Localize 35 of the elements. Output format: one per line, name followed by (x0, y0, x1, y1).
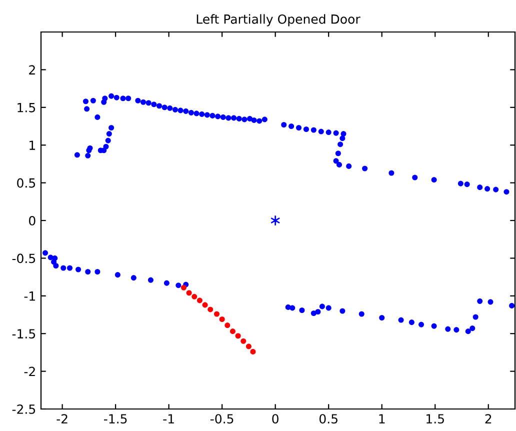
point (246, 344, 252, 350)
point (235, 333, 241, 339)
y-tick-label: -2.5 (12, 404, 36, 414)
point (208, 306, 214, 312)
chart-title: Left Partially Opened Door (196, 14, 360, 26)
x-tick-label: 1.5 (426, 414, 444, 424)
x-tick-label: 0 (272, 414, 278, 424)
y-tick-label: 1 (30, 140, 35, 150)
y-tick-label: -2 (24, 366, 35, 376)
point (180, 284, 187, 290)
x-tick-label: 0.5 (319, 414, 338, 424)
x-tick-label: 2 (485, 414, 492, 424)
x-tick-label: -1 (163, 414, 174, 424)
y-tick-label: -1.5 (12, 329, 36, 339)
x-tick-label: -2 (56, 414, 68, 424)
point (219, 316, 225, 322)
point (250, 348, 256, 354)
point (186, 290, 192, 296)
point (230, 328, 236, 334)
y-tick-label: 0 (29, 216, 36, 226)
point (202, 302, 208, 308)
y-tick-label: 1.5 (18, 103, 36, 112)
point (224, 322, 230, 328)
point (240, 338, 246, 344)
y-tick-label: -1 (24, 292, 35, 301)
y-tick-label: 2 (29, 65, 35, 74)
x-tick-label: -1.5 (104, 414, 127, 424)
x-tick-label: 1 (379, 414, 385, 424)
point (196, 298, 202, 304)
y-tick-label: -0.5 (12, 254, 36, 264)
point (192, 294, 198, 300)
point (270, 214, 280, 226)
point (214, 311, 220, 317)
y-tick-label: 0.5 (17, 178, 36, 188)
x-tick-label: -0.5 (210, 414, 234, 424)
